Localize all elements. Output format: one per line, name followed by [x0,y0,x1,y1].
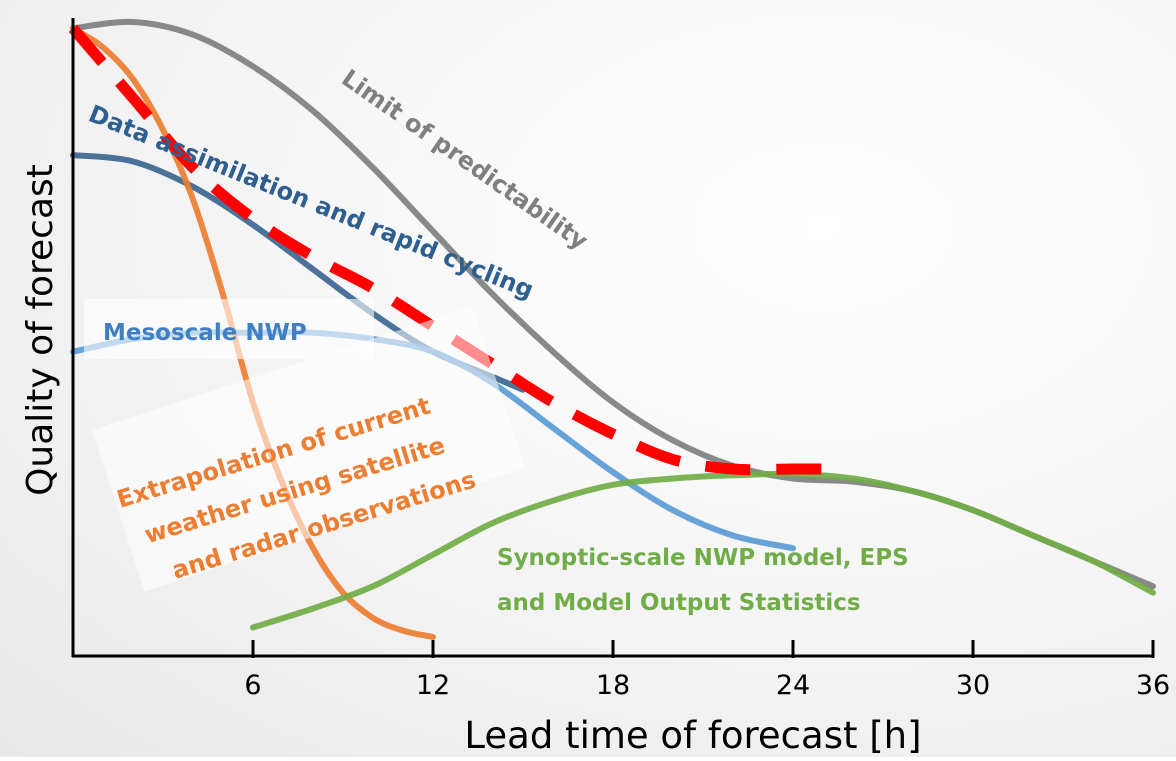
x-tick-label-36: 36 [1136,670,1170,701]
y-axis-title: Quality of forecast [20,164,61,496]
x-tick-label-18: 18 [596,670,630,701]
annotation-synoptic-line2: and Model Output Statistics [497,590,861,616]
x-tick-label-24: 24 [776,670,810,701]
annotation-data-assimilation: Data assimilation and rapid cycling [85,100,538,305]
x-ticks: 6 12 18 24 30 36 [244,640,1170,701]
x-tick-label-12: 12 [416,670,450,701]
extrapolation-label-box [92,306,525,592]
x-axis-title: Lead time of forecast [h] [464,714,921,757]
annotation-synoptic-line1: Synoptic-scale NWP model, EPS [497,545,909,571]
x-tick-label-6: 6 [244,670,261,701]
mesoscale-label-box [84,299,374,359]
x-tick-label-30: 30 [956,670,990,701]
annotation-mesoscale-nwp: Mesoscale NWP [103,320,307,346]
series-line-synoptic-scale-nwp-model-eps-and-model-output-statistics [250,470,1156,631]
series-line-dashed-envelope [68,24,823,476]
